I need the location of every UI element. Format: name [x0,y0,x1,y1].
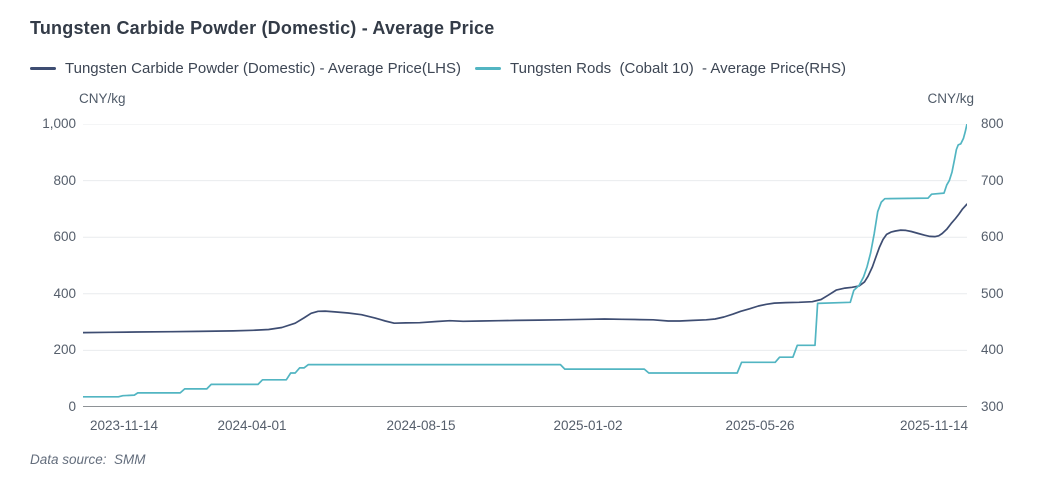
y-tick-label-right: 700 [981,173,1004,188]
y-tick-label-left: 200 [53,342,76,357]
x-tick-label: 2025-11-14 [899,418,969,433]
legend: Tungsten Carbide Powder (Domestic) - Ave… [30,60,846,77]
chart-title: Tungsten Carbide Powder (Domestic) - Ave… [30,18,495,38]
y-tick-label-left: 800 [53,173,76,188]
y-tick-label-left: 0 [68,399,76,414]
legend-item-rhs[interactable]: Tungsten Rods (Cobalt 10) - Average Pric… [475,60,846,77]
legend-label-rhs: Tungsten Rods (Cobalt 10) - Average Pric… [510,60,846,77]
y-tick-label-left: 1,000 [42,116,76,131]
legend-label-lhs: Tungsten Carbide Powder (Domestic) - Ave… [65,60,461,77]
plot-area[interactable] [83,124,967,407]
y-tick-label-left: 400 [53,286,76,301]
data-source: Data source: SMM [30,452,146,467]
x-tick-label: 2025-01-02 [553,418,623,433]
series-line-lhs[interactable] [83,203,967,334]
x-tick-label: 2024-04-01 [217,418,287,433]
x-tick-label: 2023-11-14 [89,418,159,433]
legend-line-swatch-rhs [475,66,501,71]
legend-item-lhs[interactable]: Tungsten Carbide Powder (Domestic) - Ave… [30,60,461,77]
x-tick-label: 2024-08-15 [386,418,456,433]
y-tick-label-left: 600 [53,229,76,244]
y-tick-label-right: 800 [981,116,1004,131]
y-tick-label-right: 500 [981,286,1004,301]
legend-line-swatch-lhs [30,66,56,71]
x-tick-label: 2025-05-26 [725,418,795,433]
y-tick-label-right: 600 [981,229,1004,244]
y-tick-label-right: 300 [981,399,1004,414]
right-axis-unit: CNY/kg [927,91,974,106]
left-axis-unit: CNY/kg [79,91,126,106]
y-tick-label-right: 400 [981,342,1004,357]
series-line-rhs[interactable] [83,124,967,398]
